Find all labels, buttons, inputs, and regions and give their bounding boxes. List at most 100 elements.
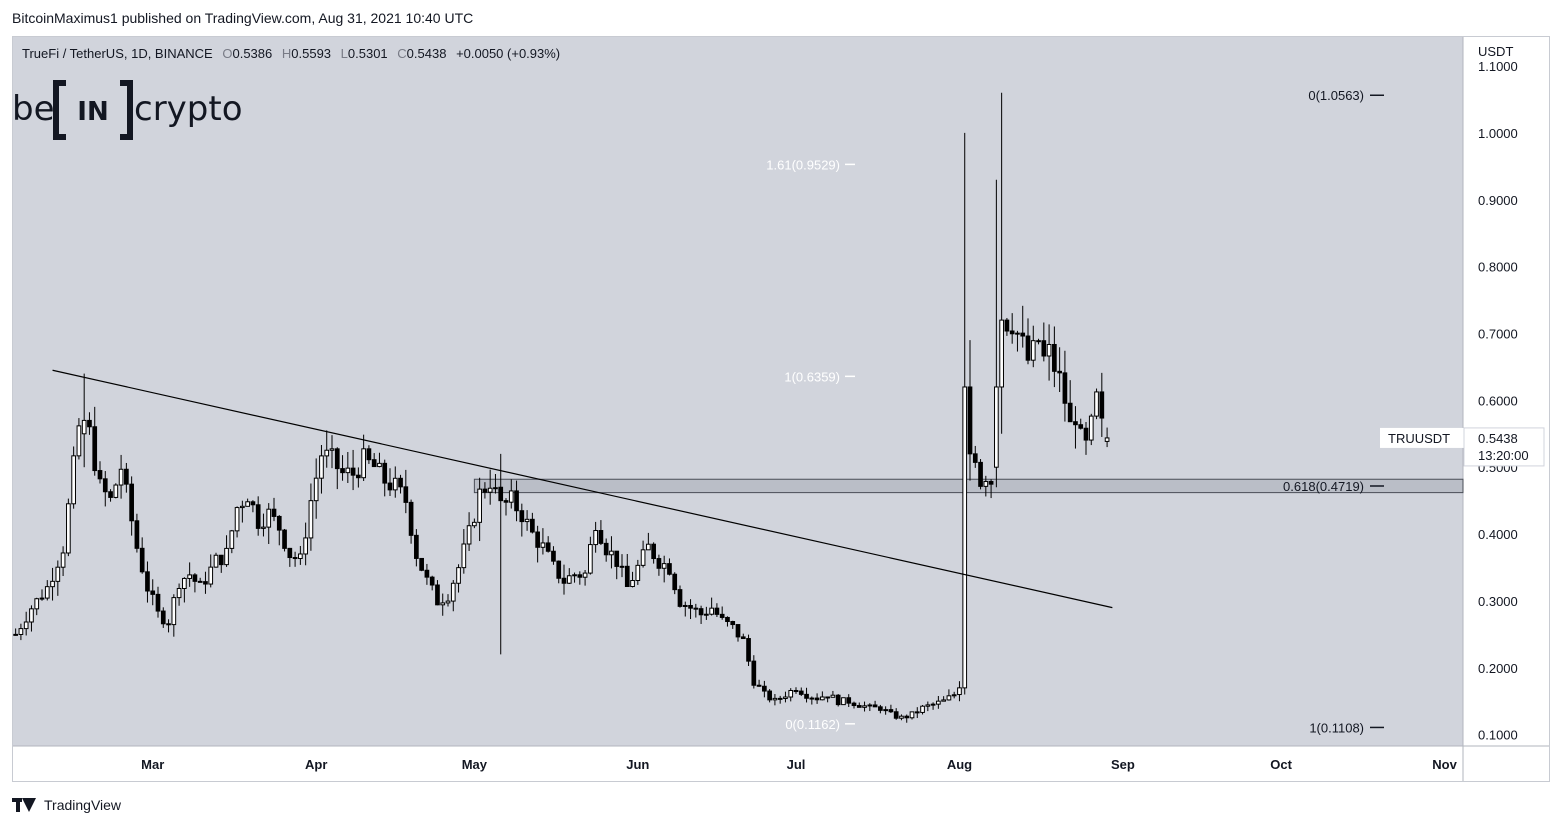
candle-up: [319, 455, 324, 479]
candle-down: [656, 558, 662, 569]
candle-down: [271, 508, 277, 517]
candle-down: [825, 696, 830, 699]
x-tick-labels: Mar Apr May Jun Jul Aug Sep Oct Nov: [141, 757, 1457, 772]
candle-up: [841, 697, 846, 706]
candle-up: [266, 508, 272, 528]
candle-down: [250, 501, 256, 506]
candle-down: [519, 510, 525, 523]
c-value: 0.5438: [407, 46, 447, 61]
candle-down: [218, 554, 224, 566]
candle-up: [71, 455, 76, 505]
candle-down: [482, 488, 488, 493]
candle-down: [166, 623, 171, 626]
candle-down: [134, 520, 140, 549]
fib-level-label: 0(0.1162): [785, 717, 840, 732]
candles-group: [13, 92, 1110, 723]
candle-down: [730, 621, 736, 626]
candle-down: [793, 690, 799, 693]
candle-up: [899, 715, 904, 719]
candle-up: [461, 543, 467, 569]
fib-level-label: 1(0.1108): [1309, 720, 1364, 735]
candle-up: [983, 481, 989, 487]
y-tick-label: 0.4000: [1478, 527, 1518, 542]
candle-up: [704, 613, 709, 616]
support-zone-group: [473, 478, 1464, 494]
candle-down: [651, 543, 656, 560]
candle-up: [635, 564, 641, 582]
candle-down: [598, 530, 604, 544]
candle-down: [498, 486, 504, 502]
h-value: 0.5593: [291, 46, 331, 61]
candle-down: [1025, 335, 1031, 361]
logo-text-be: be: [12, 89, 55, 129]
candle-down: [287, 547, 293, 559]
candle-down: [514, 490, 519, 512]
candle-up: [925, 704, 931, 707]
trendline-group[interactable]: [52, 369, 1113, 609]
candle-up: [329, 448, 335, 451]
candle-down: [1036, 340, 1041, 343]
candle-down: [988, 481, 994, 485]
candle-down: [276, 515, 282, 531]
l-value: 0.5301: [348, 46, 388, 61]
price-axis[interactable]: [1463, 37, 1549, 746]
o-value: 0.5386: [232, 46, 272, 61]
candle-down: [139, 547, 145, 573]
candle-down: [577, 574, 583, 578]
candle-down: [561, 577, 567, 584]
candle-up: [957, 687, 962, 696]
candle-up: [862, 705, 867, 708]
candle-down: [414, 534, 419, 559]
candle-down: [435, 584, 440, 606]
candle-up: [951, 694, 957, 697]
candle-up: [1104, 437, 1110, 442]
candle-up: [593, 530, 598, 546]
candle-down: [87, 419, 92, 428]
candle-down: [878, 706, 883, 711]
candle-down: [545, 542, 551, 552]
candle-down: [856, 705, 862, 708]
candle-up: [113, 484, 119, 498]
candle-down: [804, 693, 809, 699]
candle-up: [213, 554, 219, 568]
candle-up: [909, 711, 915, 719]
candle-up: [18, 628, 24, 635]
candle-up: [313, 477, 319, 502]
beincrypto-logo: be IN crypto: [12, 80, 243, 140]
candle-down: [292, 557, 298, 560]
candle-down: [340, 468, 345, 474]
candle-down: [160, 610, 166, 625]
candle-down: [978, 461, 983, 487]
candle-down: [1004, 319, 1010, 332]
logo-text-in: IN: [77, 97, 108, 127]
candle-up: [308, 500, 314, 539]
candle-down: [551, 550, 556, 562]
candle-up: [392, 477, 398, 491]
candle-up: [1094, 391, 1099, 417]
price-axis-unit: USDT: [1478, 44, 1513, 59]
candle-up: [229, 530, 235, 549]
candle-up: [566, 575, 572, 584]
l-label: L: [341, 46, 348, 61]
candle-down: [1020, 332, 1026, 337]
candle-down: [424, 569, 430, 578]
candle-down: [1099, 391, 1105, 419]
candle-up: [29, 608, 34, 623]
price-chart[interactable]: USDT 0.10000.20000.30000.40000.50000.600…: [12, 36, 1550, 782]
candle-down: [756, 684, 762, 687]
price-label: 0.5438: [1478, 431, 1518, 446]
candle-up: [23, 621, 29, 630]
candle-up: [81, 419, 87, 435]
ticker-label-box: [1380, 427, 1464, 448]
candle-up: [303, 537, 308, 555]
candle-down: [282, 529, 287, 549]
candle-up: [66, 503, 71, 554]
time-axis[interactable]: [13, 746, 1549, 781]
candle-down: [914, 711, 920, 714]
candle-down: [102, 478, 108, 493]
candle-down: [1009, 330, 1015, 335]
candle-up: [493, 487, 498, 490]
candle-down: [382, 462, 388, 484]
candle-up: [994, 386, 999, 468]
candle-up: [830, 694, 836, 698]
